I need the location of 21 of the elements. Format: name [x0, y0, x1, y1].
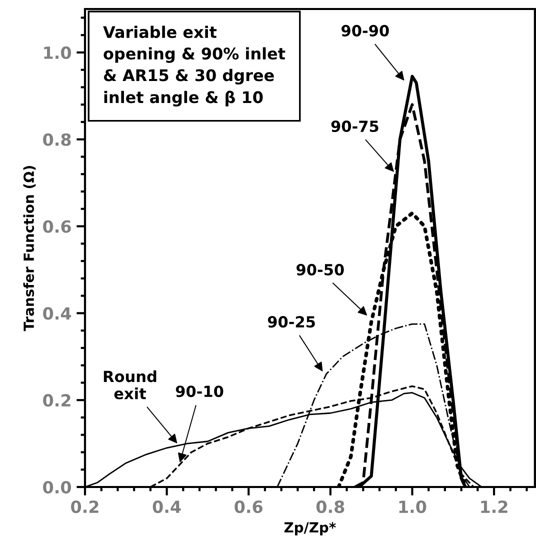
annotation: 90-50 [296, 264, 344, 276]
annotation: 90-90 [342, 24, 389, 36]
x-tick-label: 0.8 [316, 500, 344, 514]
y-tick-label: 0.0 [43, 480, 72, 494]
y-tick-label: 0.8 [43, 133, 71, 146]
x-tick-label: 0.6 [234, 500, 262, 514]
annotation: Round exit [104, 370, 156, 400]
y-tick-label: 0.2 [43, 394, 70, 407]
x-tick-label: 0.2 [71, 500, 98, 514]
y-tick-label: 0.6 [43, 220, 71, 233]
x-tick-label: 1.2 [481, 500, 508, 513]
annotation: Variable exit opening & 90% inlet & AR15 & 30 dgree inlet angle & β 10 [103, 26, 286, 106]
x-tick-label: 1.0 [399, 500, 426, 514]
annotation: 90-25 [268, 316, 315, 328]
y-tick-label: 0.4 [43, 307, 72, 320]
y-axis-title: Transfer Function (Ω) [23, 166, 36, 332]
x-tick-label: 0.4 [152, 500, 181, 514]
annotation: 90-75 [331, 120, 378, 132]
y-tick-label: 1.0 [44, 46, 72, 60]
annotation: 90-10 [176, 386, 224, 398]
x-axis-title: Zp/Zp* [284, 522, 336, 536]
